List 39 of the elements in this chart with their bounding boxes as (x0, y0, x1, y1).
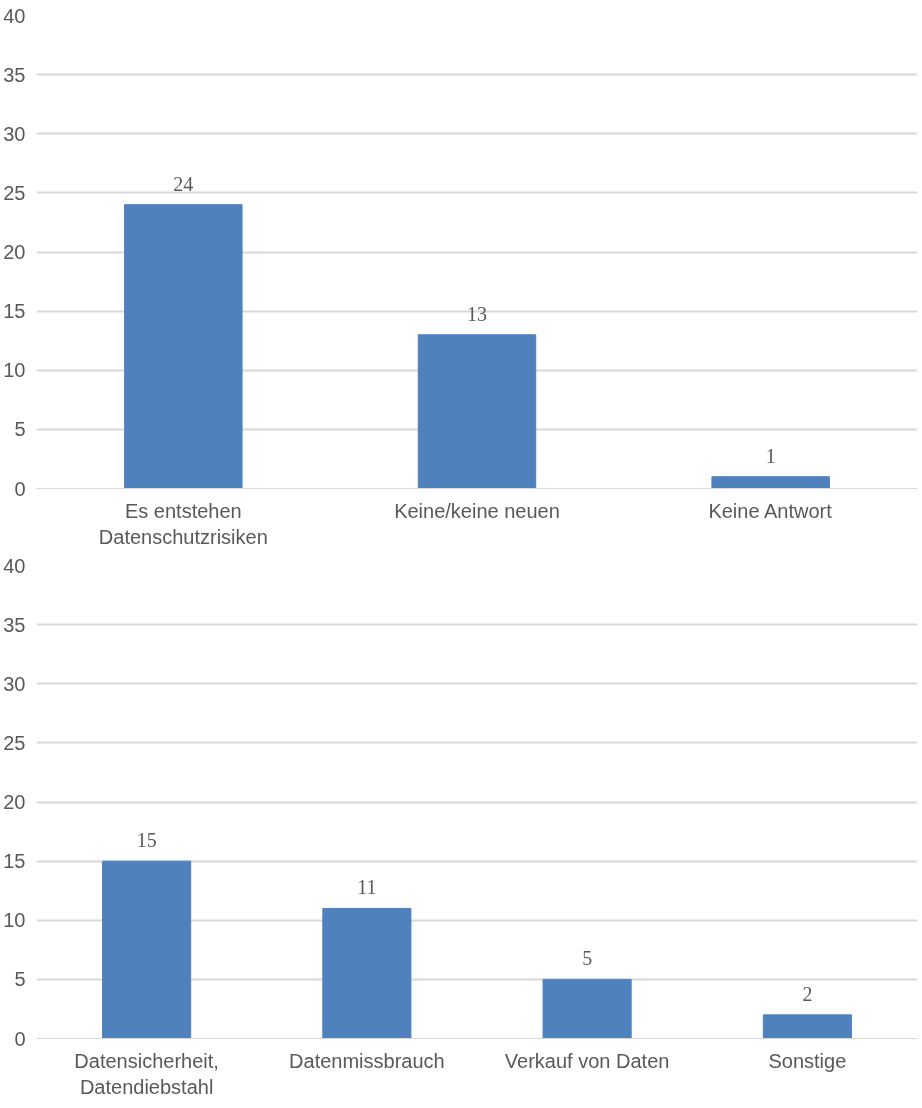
y-tick-label: 10 (3, 909, 26, 932)
bar (762, 1014, 852, 1039)
y-tick-label: 0 (14, 1027, 26, 1050)
y-tick-label: 30 (3, 122, 26, 145)
y-tick-label: 40 (3, 4, 26, 27)
y-tick-label: 20 (3, 241, 26, 263)
data-label: 5 (582, 947, 593, 970)
y-tick-label: 35 (3, 613, 26, 636)
y-tick-label: 10 (3, 359, 26, 382)
x-tick-label: Keine/keine neuen (394, 499, 560, 522)
bar (711, 476, 830, 489)
x-tick-label: Datensicherheit, Datendiebstahl (74, 1049, 219, 1098)
y-tick-label: 40 (3, 554, 26, 577)
y-tick-label: 35 (3, 63, 26, 86)
y-tick-label: 25 (3, 731, 26, 754)
x-tick-label: Es entstehen Datenschutzrisiken (98, 499, 268, 548)
x-tick-label: Datenmissbrauch (289, 1049, 445, 1072)
data-label: 15 (136, 829, 157, 852)
x-tick-label: Keine Antwort (708, 499, 833, 522)
y-tick-label: 15 (3, 300, 26, 323)
y-tick-label: 5 (14, 418, 26, 441)
data-label: 11 (357, 876, 377, 899)
y-tick-label: 0 (14, 477, 26, 500)
y-tick-label: 15 (3, 850, 26, 873)
y-tick-label: 30 (3, 672, 26, 695)
data-label: 24 (173, 172, 194, 195)
bar (542, 978, 632, 1039)
data-label: 2 (802, 982, 813, 1005)
x-tick-label: Sonstige (768, 1049, 847, 1072)
data-label: 1 (765, 444, 776, 467)
data-label: 13 (467, 302, 487, 325)
bar (102, 860, 192, 1039)
bar (124, 204, 243, 489)
bar (322, 907, 412, 1039)
bar (417, 334, 537, 489)
y-tick-label: 25 (3, 181, 26, 204)
y-tick-label: 5 (14, 968, 26, 991)
y-tick-label: 20 (3, 791, 26, 813)
x-tick-label: Verkauf von Daten (504, 1049, 670, 1072)
